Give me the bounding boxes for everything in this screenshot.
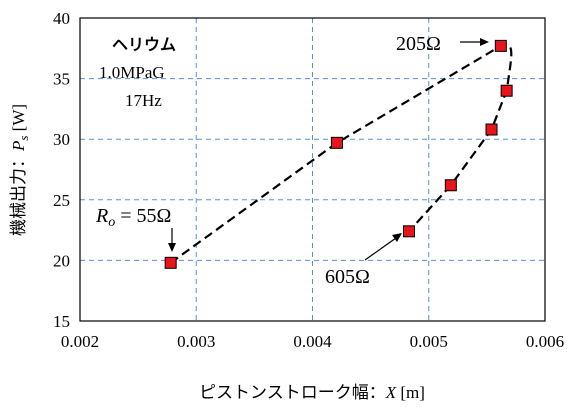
y-axis-label-unit: [W] — [9, 104, 28, 136]
arrow-605-head — [392, 233, 402, 242]
y-tick-label: 20 — [53, 251, 70, 270]
y-tick-label: 40 — [53, 9, 70, 28]
y-tick-labels: 15 20 25 30 35 40 — [53, 9, 70, 331]
y-tick-label: 35 — [53, 70, 70, 89]
series-markers — [164, 39, 513, 269]
arrow-55-head — [168, 243, 176, 252]
data-point — [485, 123, 498, 136]
y-axis-label-var: P — [9, 141, 28, 152]
annotation-frequency: 17Hz — [125, 91, 162, 110]
x-axis-label-text: ピストンストローク幅： — [199, 383, 386, 402]
annotation-55-value: = 55Ω — [115, 205, 171, 227]
data-point — [330, 136, 343, 149]
annotation-pressure: 1.0MPaG — [99, 63, 165, 82]
arrow-605 — [364, 237, 397, 261]
annotation-605: 605Ω — [325, 266, 370, 288]
x-tick-label: 0.002 — [61, 332, 99, 351]
x-axis-label-unit: [m] — [396, 383, 425, 402]
data-point — [164, 256, 177, 269]
data-point — [500, 84, 513, 97]
annotation-55-var: R — [95, 205, 108, 227]
y-tick-label: 30 — [53, 130, 70, 149]
y-axis-label: 機械出力：Ps [W] — [9, 104, 31, 236]
x-axis-label: ピストンストローク幅：X [m] — [199, 383, 425, 402]
y-tick-label: 15 — [53, 312, 70, 331]
x-tick-label: 0.004 — [293, 332, 332, 351]
plot-frame — [79, 17, 546, 322]
x-tick-label: 0.006 — [526, 332, 564, 351]
x-tick-label: 0.003 — [177, 332, 215, 351]
annotation-55: Ro = 55Ω — [95, 205, 171, 230]
annotation-gas: ヘリウム — [112, 35, 176, 54]
annotation-205: 205Ω — [396, 33, 441, 55]
data-point — [494, 39, 507, 52]
x-axis-label-var: X — [385, 383, 397, 402]
y-tick-label: 25 — [53, 191, 70, 210]
grid — [80, 18, 545, 321]
x-tick-label: 0.005 — [410, 332, 448, 351]
y-axis-label-sub: s — [16, 136, 31, 141]
data-point — [444, 179, 457, 192]
data-point — [402, 225, 415, 238]
y-axis-label-text: 機械出力： — [9, 151, 28, 236]
annotation-55-sub: o — [108, 215, 115, 230]
x-tick-labels: 0.002 0.003 0.004 0.005 0.006 — [61, 332, 564, 351]
arrow-205-head — [480, 38, 489, 46]
